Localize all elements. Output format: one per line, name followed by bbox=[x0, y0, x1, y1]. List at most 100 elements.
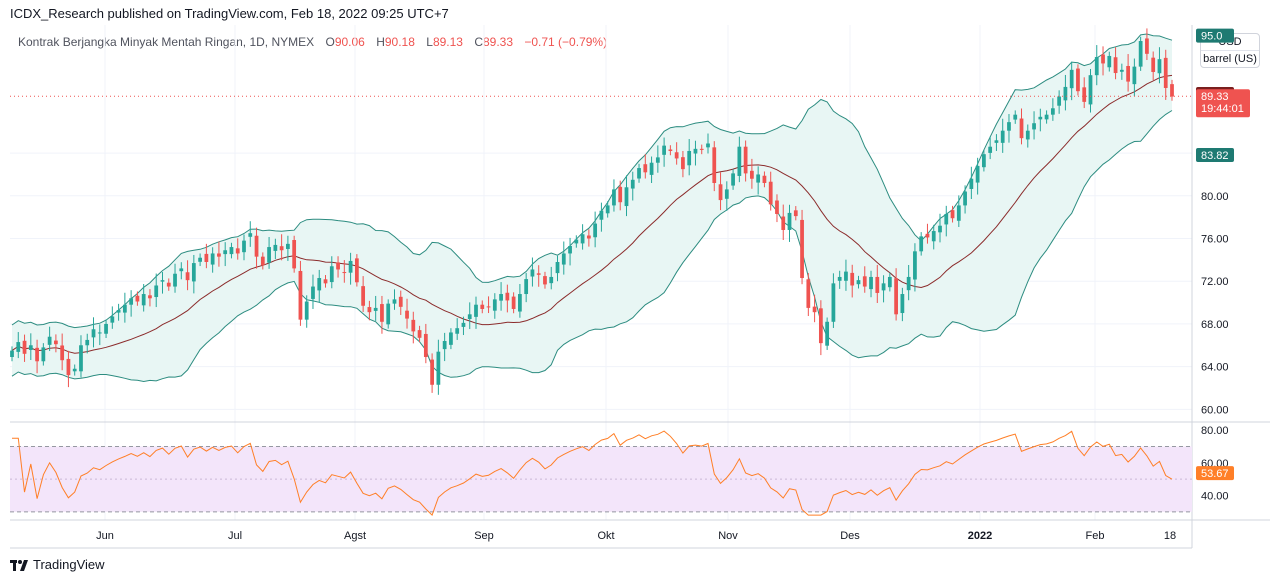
candle-body bbox=[549, 276, 554, 284]
candle-body bbox=[467, 314, 472, 320]
candle bbox=[1101, 46, 1105, 76]
candle bbox=[198, 253, 202, 267]
candle-body bbox=[373, 307, 378, 311]
candle bbox=[662, 137, 666, 167]
candle bbox=[235, 238, 240, 260]
candle-body bbox=[392, 299, 397, 304]
candle-body bbox=[555, 262, 560, 274]
candle bbox=[267, 237, 271, 269]
candle bbox=[693, 140, 698, 166]
candle bbox=[706, 133, 710, 154]
candle-body bbox=[837, 276, 842, 281]
time-tick-label: 18 bbox=[1164, 530, 1176, 542]
candle bbox=[800, 209, 804, 285]
candle-body bbox=[612, 189, 616, 206]
candle-body bbox=[586, 235, 591, 239]
candle-body bbox=[179, 268, 184, 272]
candle bbox=[1007, 114, 1011, 143]
candle-body bbox=[66, 358, 71, 376]
candle bbox=[185, 260, 190, 291]
bollinger-basis-line bbox=[11, 74, 1173, 354]
candle bbox=[869, 270, 873, 298]
candle bbox=[781, 204, 786, 241]
candle-body bbox=[1057, 96, 1062, 106]
candle-body bbox=[787, 212, 792, 230]
candle bbox=[1000, 118, 1005, 153]
candle bbox=[593, 211, 598, 248]
price-tick-label: 60.00 bbox=[1201, 404, 1229, 416]
candle bbox=[367, 300, 372, 321]
candle-body bbox=[718, 184, 723, 201]
candle-body bbox=[862, 276, 867, 287]
candle-body bbox=[812, 306, 817, 313]
candles bbox=[10, 28, 1174, 395]
candle bbox=[762, 171, 767, 188]
time-tick-label: Des bbox=[840, 530, 860, 542]
bollinger-upper-line bbox=[11, 33, 1173, 329]
unit-label[interactable]: barrel (US) bbox=[1203, 53, 1257, 65]
candle bbox=[743, 140, 748, 182]
footer: TradingView bbox=[10, 557, 105, 572]
candle-body bbox=[906, 276, 911, 291]
tradingview-logo-icon bbox=[10, 559, 28, 571]
candle bbox=[229, 242, 234, 259]
candle-body bbox=[1157, 59, 1162, 74]
candle-body bbox=[875, 276, 880, 293]
candle-body bbox=[16, 342, 21, 352]
candle bbox=[674, 142, 679, 165]
candle-body bbox=[166, 282, 171, 287]
candle bbox=[787, 204, 792, 242]
candle bbox=[292, 235, 297, 273]
candle bbox=[129, 290, 134, 317]
candle-body bbox=[574, 239, 579, 244]
rsi-last-badge-box bbox=[1196, 466, 1234, 481]
candle-body bbox=[894, 278, 898, 315]
candle bbox=[756, 166, 761, 195]
candle bbox=[668, 145, 673, 156]
candle-body bbox=[825, 321, 830, 346]
candle-body bbox=[273, 244, 278, 251]
candle bbox=[35, 339, 39, 374]
candle-body bbox=[160, 280, 165, 282]
candle-body bbox=[110, 316, 115, 323]
candle bbox=[844, 259, 848, 291]
candle bbox=[1088, 68, 1093, 113]
candle-body bbox=[900, 294, 905, 314]
price-tick-label: 76.00 bbox=[1201, 234, 1229, 246]
candle bbox=[1145, 28, 1149, 61]
price-tick-label: 68.00 bbox=[1201, 319, 1229, 331]
candle bbox=[919, 232, 924, 256]
candle bbox=[524, 272, 529, 303]
symbol-name: Kontrak Berjangka Minyak Mentah Ringan, … bbox=[18, 35, 315, 49]
candle-body bbox=[461, 322, 466, 327]
candle bbox=[900, 287, 905, 322]
candle bbox=[956, 195, 961, 227]
candle bbox=[486, 296, 491, 314]
candle bbox=[913, 243, 917, 292]
candle-body bbox=[204, 253, 209, 262]
candle-body bbox=[693, 148, 698, 154]
candle-body bbox=[47, 336, 52, 345]
candle-body bbox=[655, 157, 660, 163]
candle-body bbox=[706, 143, 710, 148]
open-label: O bbox=[325, 35, 335, 49]
candle-body bbox=[22, 340, 27, 354]
candle bbox=[1151, 51, 1156, 81]
tradingview-brand: TradingView bbox=[33, 557, 105, 572]
candle-body bbox=[10, 350, 14, 358]
rsi-tick-label: 80.00 bbox=[1201, 425, 1229, 437]
candle bbox=[605, 201, 610, 218]
candle bbox=[254, 227, 259, 269]
candle bbox=[317, 269, 322, 303]
candle bbox=[988, 136, 993, 160]
time-tick-label: Sep bbox=[474, 530, 494, 542]
candle-body bbox=[217, 253, 221, 257]
candle bbox=[1157, 47, 1162, 84]
candle bbox=[1107, 51, 1112, 72]
candle-body bbox=[1082, 87, 1087, 102]
candle bbox=[543, 271, 547, 289]
candle bbox=[637, 163, 641, 183]
close-value: 89.33 bbox=[482, 35, 514, 49]
